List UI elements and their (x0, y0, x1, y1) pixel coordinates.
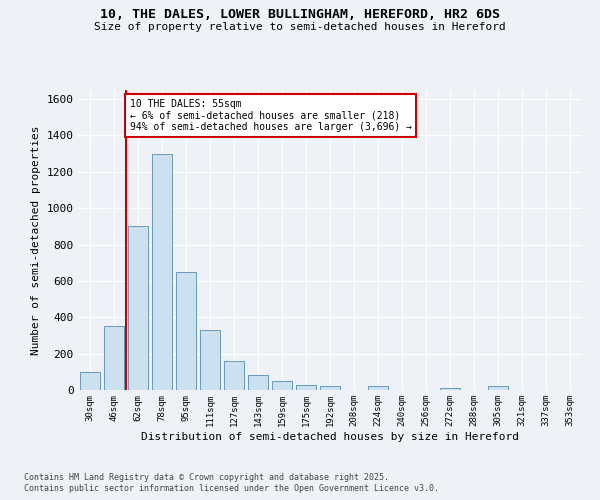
Bar (272, 381, 292, 390)
Text: 10, THE DALES, LOWER BULLINGHAM, HEREFORD, HR2 6DS: 10, THE DALES, LOWER BULLINGHAM, HEREFOR… (100, 8, 500, 20)
Bar (488, 386, 508, 390)
Text: Contains HM Land Registry data © Crown copyright and database right 2025.: Contains HM Land Registry data © Crown c… (24, 472, 389, 482)
Bar (80, 372, 100, 390)
Bar (368, 386, 388, 390)
Bar (440, 388, 460, 390)
Bar (128, 226, 148, 390)
Bar (248, 374, 268, 390)
Bar (224, 361, 244, 390)
Bar (320, 386, 340, 390)
Bar (200, 330, 220, 390)
Bar (104, 326, 124, 390)
Bar (152, 154, 172, 390)
Text: Size of property relative to semi-detached houses in Hereford: Size of property relative to semi-detach… (94, 22, 506, 32)
Text: Contains public sector information licensed under the Open Government Licence v3: Contains public sector information licen… (24, 484, 439, 493)
Text: Distribution of semi-detached houses by size in Hereford: Distribution of semi-detached houses by … (141, 432, 519, 442)
Bar (176, 272, 196, 390)
Bar (296, 386, 316, 390)
Text: 10 THE DALES: 55sqm
← 6% of semi-detached houses are smaller (218)
94% of semi-d: 10 THE DALES: 55sqm ← 6% of semi-detache… (130, 99, 412, 132)
Y-axis label: Number of semi-detached properties: Number of semi-detached properties (31, 125, 41, 355)
